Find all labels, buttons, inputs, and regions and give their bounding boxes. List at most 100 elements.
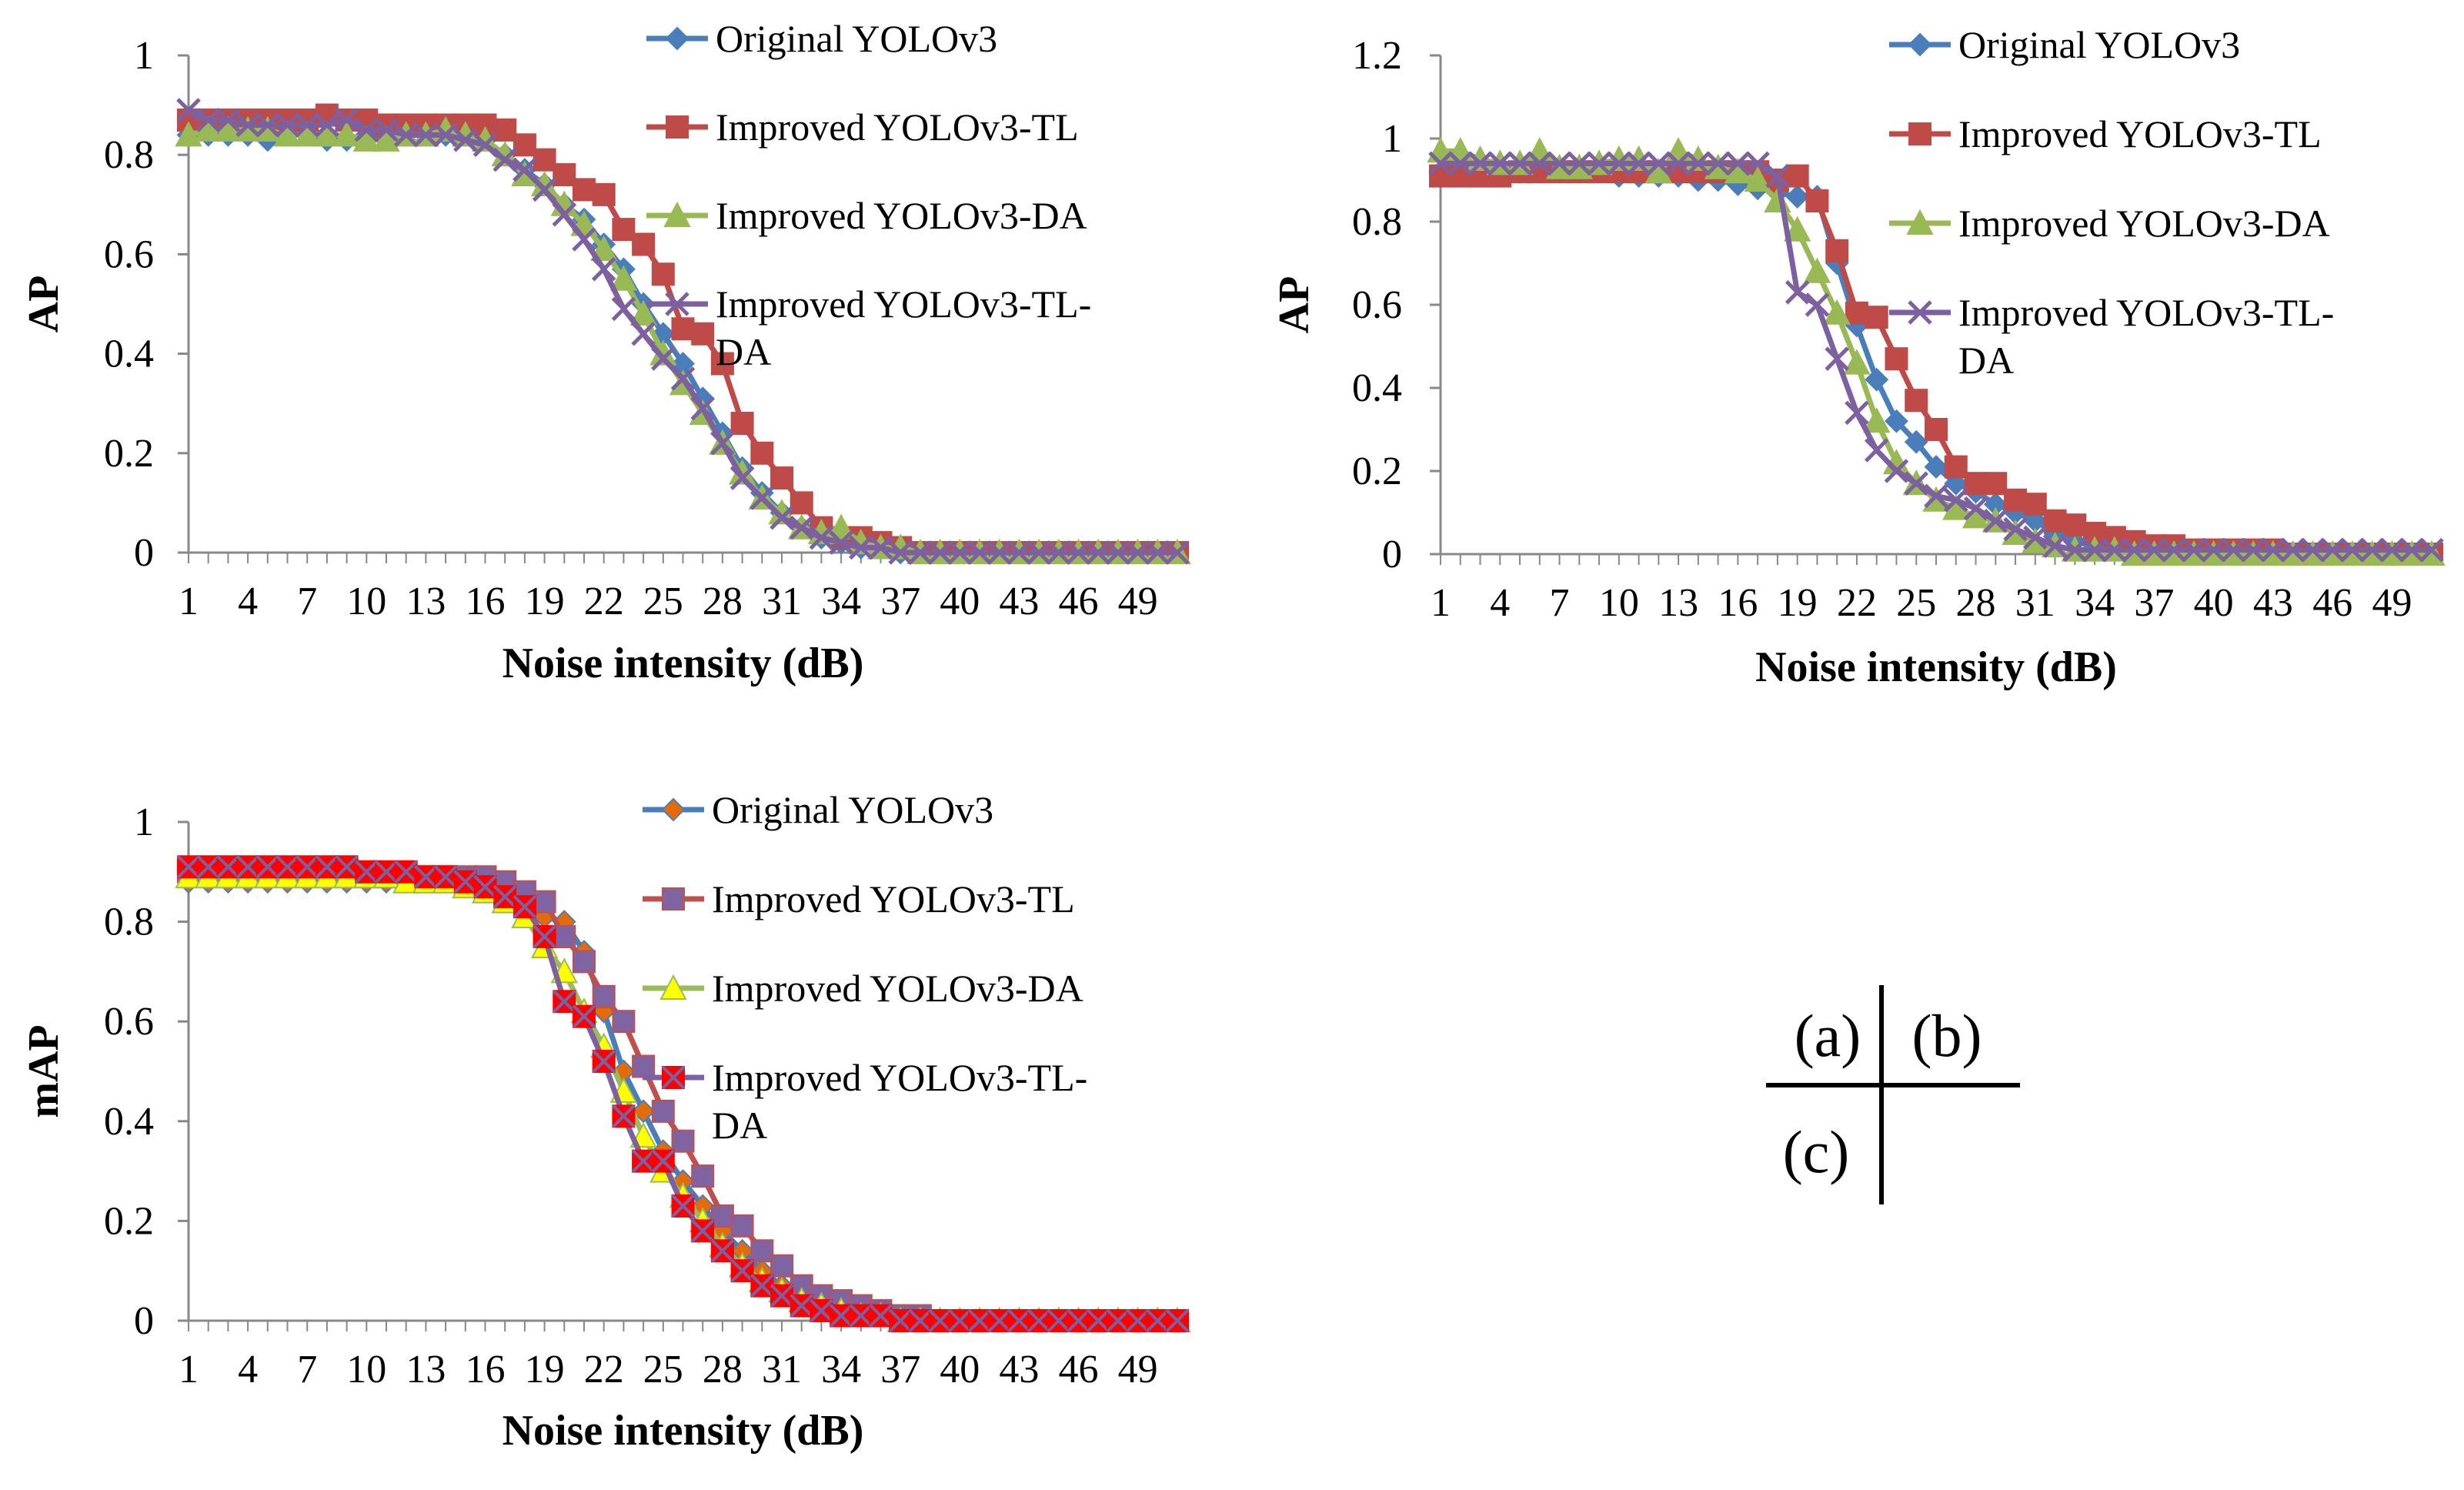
data-point xyxy=(1626,151,1651,176)
legend-label: Improved YOLOv3-DA xyxy=(716,194,1087,237)
data-point xyxy=(1864,438,1889,463)
marker-stroke xyxy=(1145,1308,1170,1333)
x-tick-label: 13 xyxy=(406,1348,446,1391)
data-point xyxy=(849,535,873,560)
x-tick-label: 40 xyxy=(940,1348,980,1391)
data-point xyxy=(1785,164,1809,188)
marker-stroke xyxy=(947,1308,972,1333)
data-point xyxy=(2279,540,2307,566)
marker-stroke xyxy=(1547,151,1572,176)
marker-stroke xyxy=(690,1218,715,1243)
data-point xyxy=(730,466,755,490)
data-point xyxy=(671,1129,695,1153)
marker-stroke xyxy=(987,540,1012,565)
data-point xyxy=(1086,540,1110,565)
data-point xyxy=(255,854,280,879)
series-4 xyxy=(176,854,1190,1333)
marker-stroke xyxy=(315,854,339,879)
data-point xyxy=(332,121,361,147)
marker-stroke xyxy=(2201,537,2226,563)
data-point xyxy=(1664,137,1692,163)
x-tick-label: 1 xyxy=(179,1348,199,1391)
marker-stroke xyxy=(1106,540,1130,565)
data-point xyxy=(175,121,202,147)
marker-stroke xyxy=(671,1194,695,1218)
data-point xyxy=(1565,153,1593,179)
data-point xyxy=(2399,537,2425,563)
data-point xyxy=(2280,537,2305,563)
data-point xyxy=(275,854,299,879)
data-point xyxy=(2339,540,2366,566)
data-point xyxy=(612,1010,636,1034)
data-point xyxy=(750,486,775,510)
data-point xyxy=(1705,151,1731,176)
data-point xyxy=(533,148,556,172)
data-point xyxy=(413,122,439,148)
data-point xyxy=(2379,537,2405,563)
marker-stroke xyxy=(2102,537,2127,563)
data-point xyxy=(651,346,676,371)
data-point xyxy=(372,125,400,152)
data-point xyxy=(750,441,774,465)
marker-stroke xyxy=(2042,533,2068,558)
marker-stroke xyxy=(849,1304,873,1328)
data-point xyxy=(1086,1308,1110,1333)
marker-stroke xyxy=(829,530,853,555)
data-point xyxy=(553,925,576,949)
x-tick-label: 7 xyxy=(297,580,317,623)
data-point xyxy=(651,1099,675,1123)
data-point xyxy=(730,412,754,436)
series-2 xyxy=(177,103,1189,564)
marker-stroke xyxy=(394,860,419,884)
marker-stroke xyxy=(453,128,478,152)
marker-stroke xyxy=(1587,151,1611,176)
key-label-c: (c) xyxy=(1783,1118,1850,1185)
data-point xyxy=(1145,540,1170,565)
x-axis-title: Noise intensity (dB) xyxy=(1755,643,2117,691)
x-tick-label: 13 xyxy=(406,580,446,623)
data-point xyxy=(1744,165,1771,192)
chart-panel-c: 00.20.40.60.811 4 7 10 13 16 19 22 25 28 31 34 37 40 4… xyxy=(20,788,1191,1455)
marker-stroke xyxy=(235,112,260,138)
data-point xyxy=(293,121,321,147)
data-point xyxy=(255,112,280,138)
legend-label: Original YOLOv3 xyxy=(716,17,997,60)
legend-entry: Improved YOLOv3-TL xyxy=(1889,112,2322,155)
data-point xyxy=(553,163,576,187)
x-tick-label: 25 xyxy=(643,580,683,623)
data-point xyxy=(335,854,359,879)
data-point xyxy=(1904,429,1928,454)
data-point xyxy=(273,121,302,147)
legend-entry: Improved YOLOv3-TL-DA xyxy=(646,282,1091,373)
marker-stroke xyxy=(315,112,339,138)
x-tick-label: 19 xyxy=(525,1348,565,1391)
legend-marker xyxy=(661,797,686,822)
marker-stroke xyxy=(1983,509,2008,533)
data-point xyxy=(1547,151,1572,176)
data-point xyxy=(1885,409,1908,433)
data-point xyxy=(2199,540,2228,566)
data-point xyxy=(2219,540,2248,566)
data-point xyxy=(592,182,616,206)
y-axis-title: mAP xyxy=(20,1024,68,1118)
data-point xyxy=(2180,540,2208,566)
y-tick-label: 0.2 xyxy=(104,1199,154,1243)
x-tick-label: 43 xyxy=(999,1348,1039,1391)
data-point xyxy=(590,235,618,261)
data-point xyxy=(631,1099,656,1124)
legend: Original YOLOv3 Improved YOLOv3-TL Improve… xyxy=(646,17,1091,373)
marker-stroke xyxy=(2003,516,2028,542)
data-point xyxy=(2140,540,2169,566)
data-point xyxy=(670,366,696,391)
data-point xyxy=(1843,349,1871,375)
data-point xyxy=(967,540,992,565)
y-tick-label: 0.2 xyxy=(1352,449,1402,493)
marker-stroke xyxy=(888,1308,913,1333)
legend-label: DA xyxy=(712,1104,767,1147)
data-point xyxy=(1905,389,1928,413)
marker-stroke xyxy=(255,112,280,138)
legend-marker xyxy=(1906,209,1934,235)
data-point xyxy=(770,506,794,530)
marker-stroke xyxy=(1924,483,1948,509)
data-point xyxy=(313,121,341,147)
